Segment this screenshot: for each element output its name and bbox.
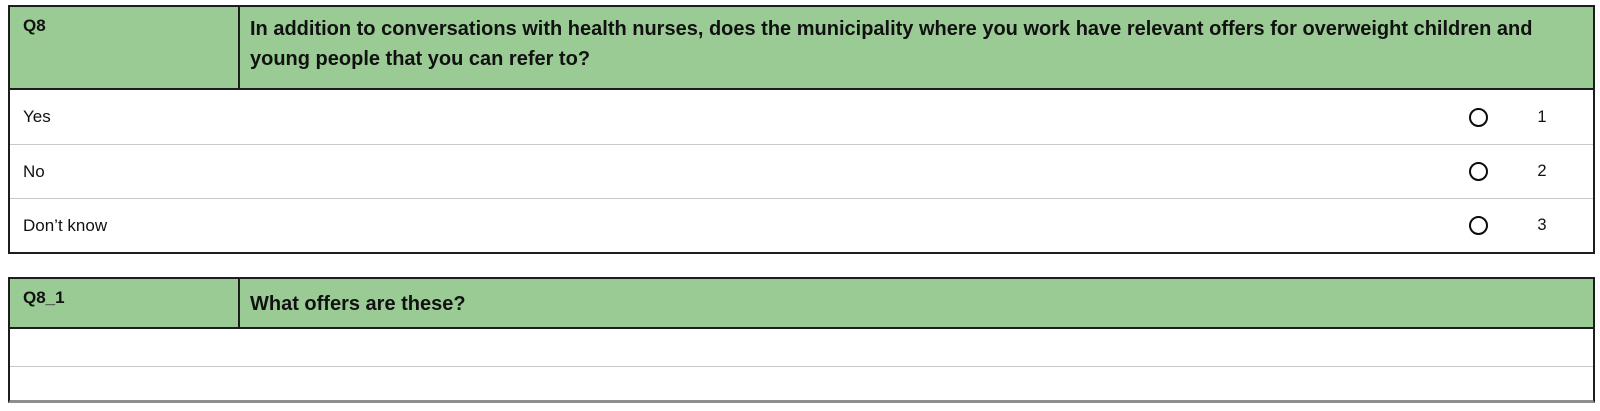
radio-button-yes[interactable]	[1469, 107, 1488, 127]
option-row-dont-know: Don’t know 3	[10, 198, 1593, 252]
option-row-yes: Yes 1	[10, 90, 1593, 144]
answer-text-input-row-1[interactable]	[10, 329, 1593, 366]
q8-1-header-row: Q8_1 What offers are these?	[10, 279, 1593, 329]
option-label-dont-know: Don’t know	[23, 215, 108, 235]
q8-1-id-cell: Q8_1	[10, 279, 240, 327]
radio-button-no[interactable]	[1469, 162, 1488, 181]
answer-text-input-row-2[interactable]	[10, 366, 1593, 400]
radio-button-dont-know[interactable]	[1469, 216, 1488, 235]
question-block-q8: Q8 In addition to conversations with hea…	[8, 5, 1595, 254]
question-block-q8-1: Q8_1 What offers are these?	[8, 277, 1595, 403]
option-label-yes: Yes	[23, 107, 51, 126]
q8-1-question-text: What offers are these?	[250, 293, 466, 315]
option-label-no: No	[23, 161, 45, 181]
option-row-no: No 2	[10, 144, 1593, 198]
q8-id-cell: Q8	[10, 7, 240, 88]
option-code-dont-know: 3	[1537, 216, 1547, 234]
q8-question-text: In addition to conversations with health…	[250, 18, 1533, 70]
option-code-yes: 1	[1537, 107, 1547, 126]
option-code-no: 2	[1537, 162, 1547, 180]
q8-header-row: Q8 In addition to conversations with hea…	[10, 7, 1593, 90]
